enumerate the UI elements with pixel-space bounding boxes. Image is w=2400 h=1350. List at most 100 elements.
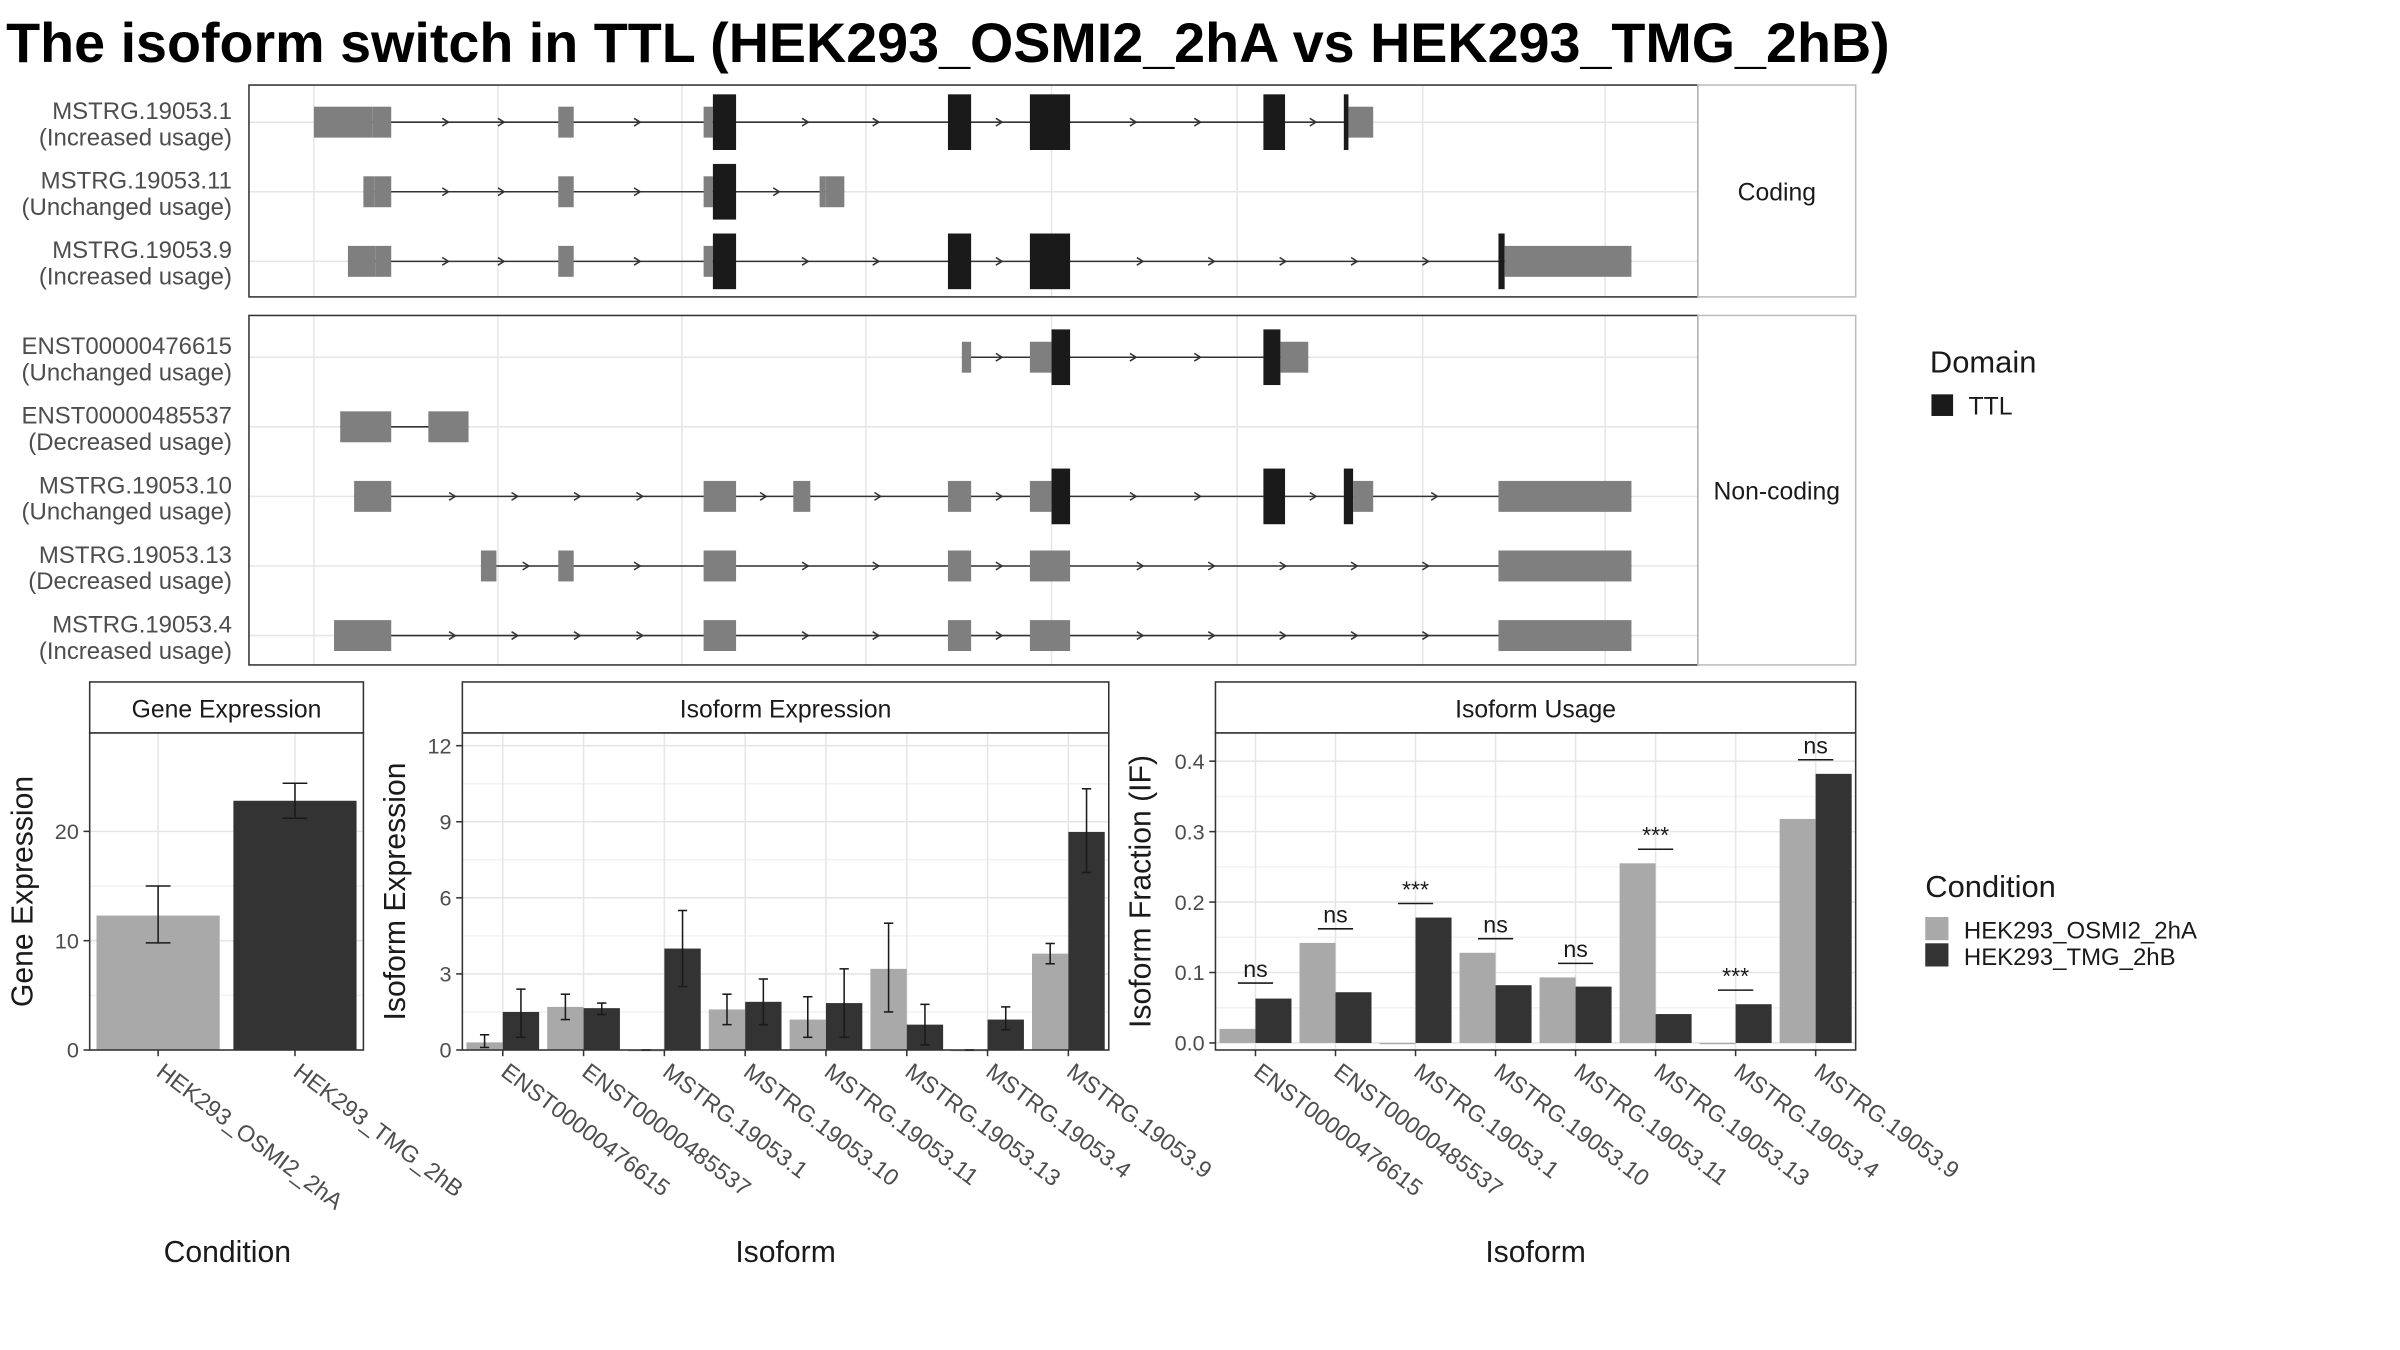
y-tick-label: 9 <box>440 809 452 834</box>
strand-arrow <box>872 256 881 266</box>
y-tick-label: 0.3 <box>1175 819 1205 844</box>
domain-legend-title: Domain <box>1930 345 2037 380</box>
strand-arrow <box>573 631 582 641</box>
strand-arrow <box>801 631 810 641</box>
strand-arrow <box>759 491 768 501</box>
transcript-usage: (Decreased usage) <box>28 429 232 456</box>
utr-exon <box>703 620 737 652</box>
domain-legend-label: TTL <box>1969 393 2013 420</box>
bar <box>1815 773 1852 1043</box>
strand-arrow <box>872 117 881 127</box>
utr-exon <box>1280 341 1309 373</box>
ttl-domain-exon <box>1051 329 1071 386</box>
utr-exon <box>947 550 972 582</box>
strand-arrow <box>1350 561 1359 571</box>
utr-exon <box>363 176 375 208</box>
transcript-name: MSTRG.19053.11 <box>41 168 232 195</box>
y-tick-label: 0 <box>440 1038 452 1063</box>
utr-exon <box>347 245 376 277</box>
utr-exon <box>334 620 392 652</box>
strand-arrow <box>497 256 506 266</box>
structure-panel-bg <box>248 315 1698 665</box>
y-tick-label: 6 <box>440 886 452 911</box>
chart-strip <box>461 681 1110 734</box>
utr-exon <box>558 106 574 138</box>
utr-exon <box>703 176 713 208</box>
ttl-domain-exon <box>712 94 737 150</box>
panel-border <box>461 732 1110 1051</box>
utr-exon <box>340 411 392 443</box>
bar <box>1619 863 1656 1043</box>
significance-label: ns <box>1243 956 1268 982</box>
ttl-domain-exon <box>1343 94 1349 150</box>
strand-arrow <box>1136 631 1145 641</box>
utr-exon <box>703 106 713 138</box>
facet-label: Coding <box>1738 179 1816 206</box>
strand-arrow <box>448 631 457 641</box>
transcript-usage: (Increased usage) <box>39 264 232 291</box>
ttl-domain-exon <box>712 163 737 220</box>
utr-exon <box>558 245 574 277</box>
strand-arrow <box>633 117 642 127</box>
bar <box>1699 1042 1736 1045</box>
strand-arrow <box>441 256 450 266</box>
strand-arrow <box>1350 631 1359 641</box>
bar <box>1219 1028 1256 1043</box>
strand-arrow <box>801 256 810 266</box>
strand-arrow <box>511 631 520 641</box>
ttl-domain-exon <box>1498 233 1505 290</box>
x-axis-title: Isoform <box>1485 1236 1586 1269</box>
condition-legend-title: Condition <box>1925 869 2056 904</box>
utr-exon <box>703 480 737 512</box>
strand-arrow <box>1207 631 1216 641</box>
strand-arrow <box>995 631 1004 641</box>
strand-arrow <box>801 117 810 127</box>
ttl-domain-exon <box>1263 329 1281 386</box>
ttl-domain-exon <box>1051 468 1071 525</box>
y-tick-label: 3 <box>440 962 452 987</box>
strand-arrow <box>633 256 642 266</box>
strand-arrow <box>1129 491 1138 501</box>
x-tick-label: MSTRG.19053.9 <box>1062 1058 1217 1183</box>
strand-arrow <box>1136 561 1145 571</box>
utr-exon <box>313 106 373 138</box>
utr-exon <box>947 480 972 512</box>
bar <box>1255 998 1292 1043</box>
transcript-name: MSTRG.19053.13 <box>39 542 232 569</box>
strand-arrow <box>801 561 810 571</box>
transcript-usage: (Unchanged usage) <box>22 194 232 221</box>
bar <box>1379 1042 1416 1045</box>
transcript-usage: (Increased usage) <box>39 124 232 151</box>
utr-exon <box>428 411 469 443</box>
y-tick-label: 0.4 <box>1175 749 1205 774</box>
utr-exon <box>703 550 737 582</box>
strand-arrow <box>511 491 520 501</box>
strand-arrow <box>636 491 645 501</box>
strand-arrow <box>1309 491 1318 501</box>
utr-exon <box>480 550 497 582</box>
ttl-domain-exon <box>1029 94 1071 150</box>
strand-arrow <box>772 187 781 197</box>
strand-arrow <box>1350 256 1359 266</box>
strand-arrow <box>995 561 1004 571</box>
utr-exon <box>372 106 392 138</box>
utr-exon <box>1029 550 1071 582</box>
y-tick-label: 0.0 <box>1175 1031 1205 1056</box>
isoform-usage-chart: Isoform Usage ns ns *** ns ns *** *** ns 0.0 0.1 0.… <box>1125 681 1964 1269</box>
utr-exon <box>558 550 574 582</box>
strand-arrow <box>497 187 506 197</box>
strand-arrow <box>441 117 450 127</box>
utr-exon <box>354 480 392 512</box>
strand-arrow <box>1422 631 1431 641</box>
bar <box>1655 1014 1692 1043</box>
strand-arrow <box>1279 561 1288 571</box>
chart-title: Isoform Usage <box>1455 697 1616 724</box>
significance-label: *** <box>1402 876 1429 902</box>
strand-arrow <box>1207 256 1216 266</box>
ttl-domain-exon <box>1029 233 1071 290</box>
bar <box>1299 942 1336 1043</box>
ttl-domain-exon <box>1263 468 1286 525</box>
